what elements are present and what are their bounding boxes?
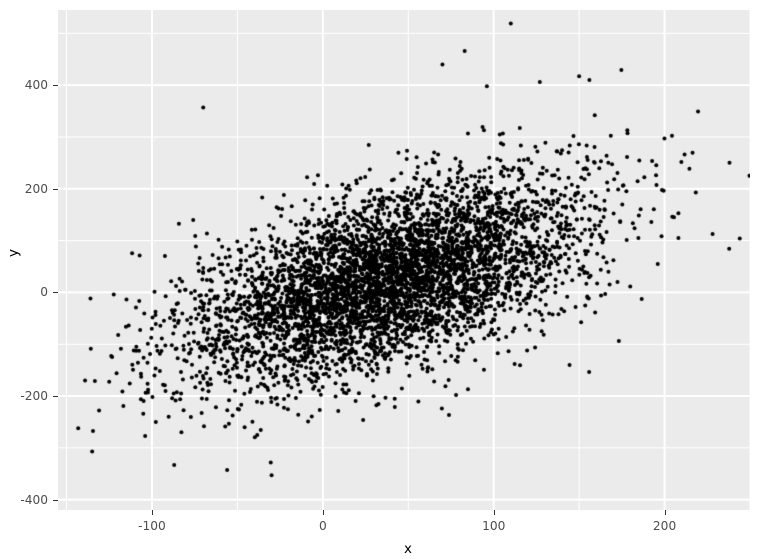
x-tick-label: -100	[138, 519, 166, 533]
scatter-points-layer	[58, 10, 750, 510]
y-tick-label: 200	[24, 181, 48, 196]
x-tick-mark	[151, 510, 153, 515]
y-tick-label: -400	[20, 492, 48, 507]
y-tick-mark	[53, 85, 58, 87]
x-tick-mark	[664, 510, 666, 515]
y-tick-label: -200	[20, 388, 48, 403]
x-axis-title: x	[404, 541, 412, 557]
y-tick-label: 400	[24, 78, 48, 93]
y-tick-mark	[53, 292, 58, 294]
x-tick-label: 100	[482, 519, 506, 533]
plot-panel	[58, 10, 750, 510]
y-axis-title: y	[5, 249, 22, 257]
y-tick-mark	[53, 396, 58, 397]
x-tick-mark	[322, 510, 324, 515]
y-tick-label: 0	[40, 285, 48, 300]
y-tick-mark	[53, 188, 58, 190]
x-tick-label: 200	[652, 519, 677, 533]
y-tick-mark	[53, 499, 58, 501]
x-tick-mark	[493, 510, 495, 515]
x-tick-label: 0	[318, 519, 327, 533]
